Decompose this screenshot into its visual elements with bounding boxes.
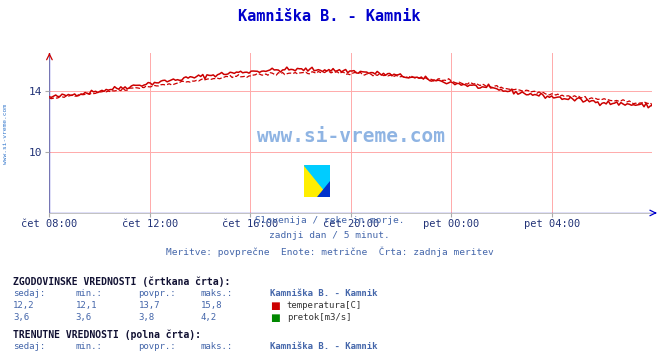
Text: Kamniška B. - Kamnik: Kamniška B. - Kamnik [239, 9, 420, 24]
Text: Slovenija / reke in morje.: Slovenija / reke in morje. [255, 216, 404, 226]
Text: 3,6: 3,6 [13, 313, 29, 322]
Text: maks.:: maks.: [201, 289, 233, 298]
Text: 3,6: 3,6 [76, 313, 92, 322]
Text: 15,8: 15,8 [201, 301, 223, 310]
Text: sedaj:: sedaj: [13, 342, 45, 351]
Text: Meritve: povprečne  Enote: metrične  Črta: zadnja meritev: Meritve: povprečne Enote: metrične Črta:… [165, 246, 494, 257]
Text: 12,2: 12,2 [13, 301, 35, 310]
Text: sedaj:: sedaj: [13, 289, 45, 298]
Text: min.:: min.: [76, 289, 103, 298]
Polygon shape [317, 181, 330, 197]
Text: povpr.:: povpr.: [138, 342, 176, 351]
Text: zadnji dan / 5 minut.: zadnji dan / 5 minut. [269, 231, 390, 240]
Text: 12,1: 12,1 [76, 301, 98, 310]
Text: ■: ■ [270, 313, 280, 323]
Text: 3,8: 3,8 [138, 313, 154, 322]
Text: Kamniška B. - Kamnik: Kamniška B. - Kamnik [270, 342, 378, 351]
Text: temperatura[C]: temperatura[C] [287, 301, 362, 310]
Text: TRENUTNE VREDNOSTI (polna črta):: TRENUTNE VREDNOSTI (polna črta): [13, 329, 201, 340]
Text: 13,7: 13,7 [138, 301, 160, 310]
Text: povpr.:: povpr.: [138, 289, 176, 298]
Text: Kamniška B. - Kamnik: Kamniška B. - Kamnik [270, 289, 378, 298]
Text: maks.:: maks.: [201, 342, 233, 351]
Text: www.si-vreme.com: www.si-vreme.com [3, 104, 9, 164]
Text: ZGODOVINSKE VREDNOSTI (črtkana črta):: ZGODOVINSKE VREDNOSTI (črtkana črta): [13, 276, 231, 287]
Text: www.si-vreme.com: www.si-vreme.com [257, 127, 445, 146]
Text: pretok[m3/s]: pretok[m3/s] [287, 313, 351, 322]
Text: min.:: min.: [76, 342, 103, 351]
Polygon shape [304, 165, 330, 197]
Text: 4,2: 4,2 [201, 313, 217, 322]
Polygon shape [304, 165, 330, 197]
Text: ■: ■ [270, 301, 280, 311]
